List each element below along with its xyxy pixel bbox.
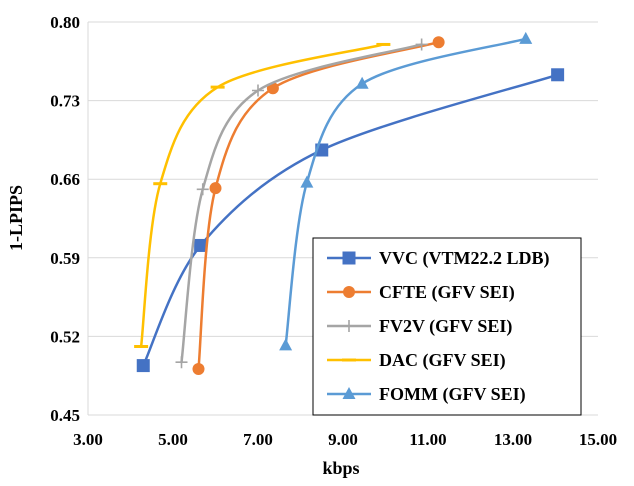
legend-label: FOMM (GFV SEI) (379, 384, 526, 405)
y-tick-label: 0.80 (50, 13, 80, 32)
y-tick-label: 0.45 (50, 406, 80, 425)
y-tick-label: 0.66 (50, 170, 80, 189)
x-tick-label: 15.00 (579, 430, 617, 449)
y-tick-label: 0.52 (50, 327, 80, 346)
series-group (134, 31, 565, 375)
legend: VVC (VTM22.2 LDB) CFTE (GFV SEI) FV2V (GFV… (312, 237, 582, 416)
data-point (279, 338, 293, 351)
legend-marker (343, 286, 355, 298)
legend-marker (342, 387, 356, 399)
y-tick-label: 0.73 (50, 92, 80, 111)
data-point (209, 182, 222, 195)
series-0 (136, 68, 565, 373)
series-3 (134, 42, 391, 349)
legend-item: CFTE (GFV SEI) (327, 282, 515, 303)
legend-item: VVC (VTM22.2 LDB) (327, 248, 550, 269)
series-line (139, 43, 385, 348)
data-point (432, 36, 445, 49)
legend-label: CFTE (GFV SEI) (379, 282, 515, 303)
data-point (300, 175, 314, 188)
y-axis-title: 1-LPIPS (6, 185, 26, 251)
data-point (551, 68, 565, 82)
series-line (180, 43, 423, 364)
data-point (194, 238, 208, 252)
legend-item: FOMM (GFV SEI) (327, 384, 526, 405)
x-tick-label: 11.00 (409, 430, 446, 449)
series-2 (175, 38, 428, 369)
legend-marker (342, 251, 356, 265)
series-line (284, 37, 527, 347)
x-tick-label: 7.00 (243, 430, 273, 449)
x-tick-label: 9.00 (328, 430, 358, 449)
axes: 0.45 0.52 0.59 0.66 0.73 0.80 3.00 5.00 7.00 9.00… (50, 13, 617, 449)
data-point (252, 84, 264, 97)
series-4 (279, 31, 533, 351)
y-tick-label: 0.59 (50, 249, 80, 268)
legend-label: DAC (GFV SEI) (379, 350, 506, 371)
x-tick-label: 5.00 (158, 430, 188, 449)
x-tick-label: 3.00 (73, 430, 103, 449)
legend-label: VVC (VTM22.2 LDB) (379, 248, 550, 269)
series-line (142, 73, 559, 367)
data-point (175, 356, 188, 369)
x-axis-title: kbps (322, 458, 359, 478)
data-point (519, 31, 533, 44)
x-tick-label: 13.00 (494, 430, 532, 449)
data-point (192, 362, 205, 375)
data-point (415, 38, 428, 51)
legend-marker (343, 320, 355, 332)
legend-item: DAC (GFV SEI) (327, 350, 506, 371)
data-point (196, 183, 209, 196)
legend-item: FV2V (GFV SEI) (327, 316, 512, 337)
data-point (355, 76, 369, 89)
legend-label: FV2V (GFV SEI) (379, 316, 512, 337)
data-point (136, 359, 150, 373)
